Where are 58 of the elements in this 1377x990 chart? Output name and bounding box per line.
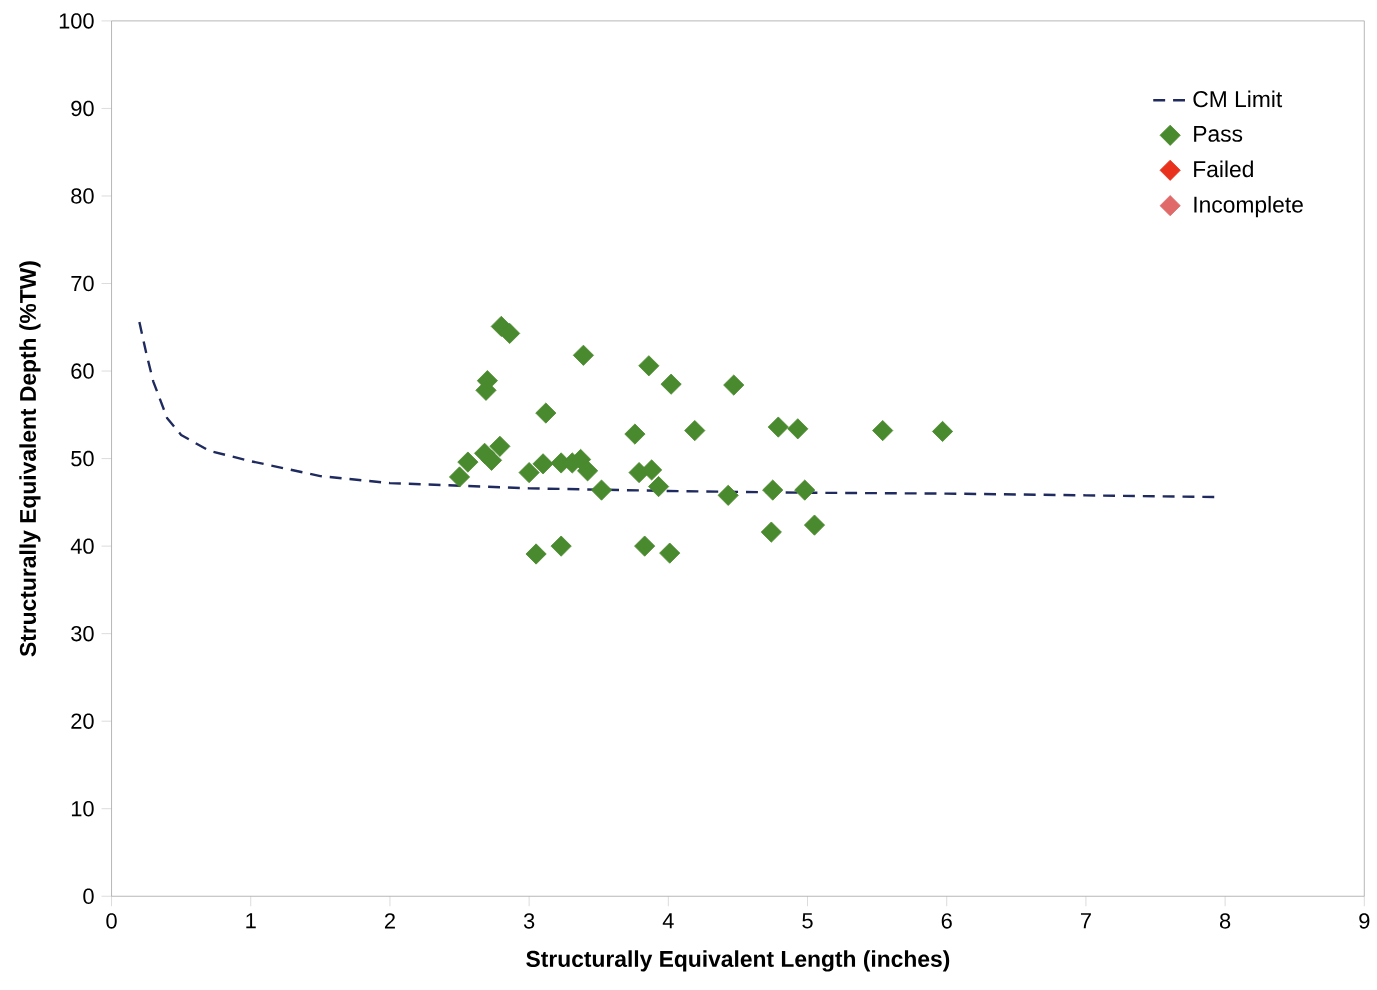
point — [932, 420, 954, 443]
point — [457, 451, 479, 473]
x-tick-label: 9 — [1359, 913, 1370, 929]
point — [489, 435, 511, 457]
legend-label: Incomplete — [1194, 196, 1303, 218]
x-tick-label: 6 — [941, 913, 952, 929]
y-tick-label: 90 — [71, 100, 94, 117]
y-tick-label: 100 — [59, 13, 94, 29]
y-tick-label: 10 — [71, 801, 94, 817]
point — [803, 514, 826, 536]
point — [525, 543, 547, 565]
point — [449, 466, 471, 488]
y-tick-label: 20 — [71, 713, 94, 729]
y-tick-label: 30 — [71, 626, 94, 642]
x-tick-label: 3 — [523, 913, 535, 929]
x-tick-label: 7 — [1080, 913, 1091, 929]
y-tick-label: 40 — [70, 538, 94, 554]
point — [638, 355, 660, 377]
point — [717, 484, 739, 506]
point — [872, 420, 894, 442]
x-tick-label: 2 — [384, 913, 395, 929]
x-tick-label: 4 — [662, 913, 674, 929]
x-tick-label: 8 — [1219, 913, 1231, 929]
legend-label: Pass — [1194, 126, 1243, 142]
y-axis-title: Structurally Equivalent Depth (%TW) — [19, 261, 41, 657]
point — [590, 479, 613, 501]
point — [787, 418, 809, 440]
point — [624, 423, 646, 445]
y-tick-label: 80 — [71, 188, 94, 204]
y-tick-label: 50 — [71, 450, 94, 467]
point — [659, 542, 681, 564]
legend-label: Failed — [1194, 160, 1253, 178]
y-tick-label: 60 — [71, 363, 94, 379]
point — [499, 322, 521, 345]
point — [723, 374, 745, 396]
point — [518, 462, 540, 484]
x-axis-title: Structurally Equivalent Length (inches) — [526, 950, 950, 972]
x-tick-label: 5 — [802, 913, 813, 929]
point — [660, 373, 682, 395]
point — [684, 420, 706, 442]
point — [794, 479, 816, 501]
x-tick-label: 0 — [106, 913, 117, 929]
point — [760, 521, 782, 543]
point — [634, 535, 656, 557]
y-tick-label: 70 — [71, 275, 94, 292]
point — [532, 453, 554, 475]
point — [572, 344, 594, 366]
point — [577, 460, 599, 482]
point — [767, 416, 789, 438]
y-tick-label: 0 — [83, 888, 94, 905]
point — [535, 402, 557, 424]
point — [641, 459, 663, 481]
x-tick-label: 1 — [246, 913, 256, 929]
point — [481, 449, 503, 471]
point — [762, 479, 784, 501]
point — [550, 535, 572, 557]
point — [648, 476, 670, 498]
legend-label: CM Limit — [1193, 90, 1283, 108]
